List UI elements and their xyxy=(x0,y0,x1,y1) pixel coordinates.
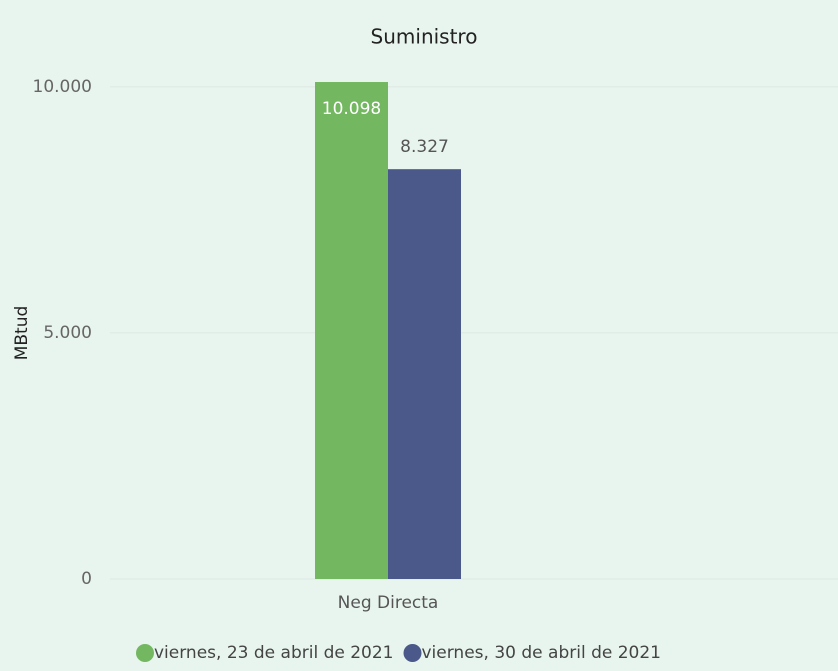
bar xyxy=(315,82,388,580)
value-label: 10.098 xyxy=(322,99,381,119)
y-tick-label: 5.000 xyxy=(43,323,92,343)
bar xyxy=(388,169,461,580)
legend-label: viernes, 30 de abril de 2021 xyxy=(422,643,662,663)
chart-title: Suministro xyxy=(371,25,478,49)
y-tick-label: 0 xyxy=(81,569,92,589)
legend-label: viernes, 23 de abril de 2021 xyxy=(154,643,394,663)
legend-marker xyxy=(403,644,422,662)
value-label: 8.327 xyxy=(400,137,449,157)
legend-marker xyxy=(136,644,154,662)
x-tick-label: Neg Directa xyxy=(338,593,439,613)
y-axis-label: MBtud xyxy=(12,306,32,361)
y-tick-label: 10.000 xyxy=(33,77,92,97)
